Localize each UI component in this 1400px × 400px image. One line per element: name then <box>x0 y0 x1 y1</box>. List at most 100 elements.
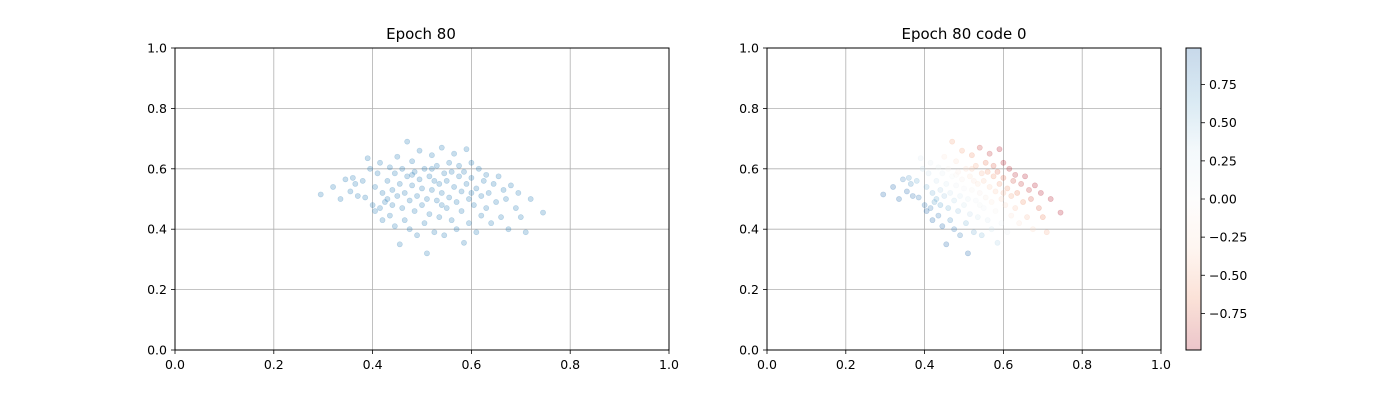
data-point <box>957 193 963 199</box>
data-point <box>978 170 985 177</box>
colorbar-tick-label: −0.50 <box>1209 268 1247 283</box>
data-point <box>896 196 902 202</box>
data-point <box>945 165 952 172</box>
y-tick-label: 0.6 <box>739 161 759 176</box>
data-point <box>968 152 975 159</box>
x-axis-ticks-right: 0.0 0.2 0.4 0.6 0.8 1.0 <box>757 350 1171 372</box>
data-point <box>933 196 940 202</box>
data-point <box>426 211 433 217</box>
colorbar-tick-label: 0.00 <box>1209 192 1237 207</box>
data-point <box>433 162 440 169</box>
scatter-plot-left: Epoch 80 0.0 0.2 0.4 0.6 0.8 1.0 0.0 0.2 0.4 0.6… <box>147 25 679 372</box>
data-point <box>463 146 470 153</box>
data-point <box>976 144 983 151</box>
data-point <box>965 196 971 202</box>
data-point <box>379 217 386 224</box>
data-point <box>1000 174 1007 181</box>
data-point <box>990 173 997 180</box>
data-point <box>1006 165 1013 172</box>
x-tick-label: 1.0 <box>1151 357 1171 372</box>
data-point <box>475 165 482 172</box>
x-tick-label: 0.8 <box>1072 357 1092 372</box>
data-point <box>470 202 477 208</box>
data-point <box>480 177 487 184</box>
data-point <box>466 220 472 227</box>
data-point <box>508 182 514 189</box>
data-point <box>1012 171 1019 178</box>
data-point <box>968 187 975 193</box>
data-point <box>456 162 462 169</box>
data-point <box>925 170 932 177</box>
data-point <box>466 196 472 202</box>
data-point <box>458 208 465 214</box>
data-point <box>1014 190 1021 196</box>
y-tick-label: 0.4 <box>739 222 759 237</box>
data-point <box>967 173 973 180</box>
data-point <box>431 177 438 184</box>
data-point <box>438 190 445 196</box>
data-point <box>527 196 534 202</box>
y-tick-label: 0.6 <box>147 161 167 176</box>
data-point <box>935 212 942 219</box>
x-tick-label: 0.0 <box>757 357 777 372</box>
data-point <box>992 188 999 195</box>
data-point <box>1004 229 1011 236</box>
data-point <box>947 217 954 224</box>
data-point <box>988 226 995 233</box>
data-point <box>1000 190 1007 196</box>
data-point <box>988 199 995 205</box>
x-tick-label: 0.4 <box>363 357 383 372</box>
data-point <box>411 168 418 175</box>
data-point <box>939 170 946 177</box>
colorbar: 0.75 0.50 0.25 0.00 −0.25 −0.50 −0.75 <box>1185 47 1247 351</box>
data-point <box>473 229 480 236</box>
data-point <box>359 177 366 184</box>
data-point <box>941 153 948 160</box>
data-point <box>1024 214 1030 221</box>
data-point <box>441 232 448 239</box>
x-axis-ticks-left: 0.0 0.2 0.4 0.6 0.8 1.0 <box>165 350 679 372</box>
data-point <box>367 165 374 172</box>
data-point <box>1004 185 1011 192</box>
y-tick-label: 0.8 <box>147 101 167 116</box>
data-point <box>903 188 910 195</box>
data-point <box>419 185 425 192</box>
data-point <box>984 217 991 224</box>
y-axis-ticks-left: 0.0 0.2 0.4 0.6 0.8 1.0 <box>147 41 175 358</box>
data-point <box>411 208 418 214</box>
data-point <box>955 208 961 214</box>
data-point <box>970 177 977 184</box>
data-point <box>463 180 470 187</box>
data-point <box>941 193 948 199</box>
data-point <box>980 205 987 211</box>
data-point <box>424 196 430 202</box>
data-point <box>949 173 956 180</box>
data-point <box>421 165 428 172</box>
data-point <box>974 180 981 187</box>
data-point <box>377 159 383 166</box>
data-point <box>1039 214 1046 221</box>
data-point <box>416 147 423 154</box>
data-point <box>443 177 450 184</box>
data-point <box>907 180 914 187</box>
data-point <box>965 250 971 257</box>
data-point <box>998 220 1005 227</box>
data-point <box>949 138 956 145</box>
data-point <box>512 205 519 211</box>
data-point <box>980 177 987 184</box>
data-point <box>401 190 408 196</box>
data-point <box>955 168 961 175</box>
data-point <box>483 171 490 178</box>
colorbar-gradient <box>1186 48 1201 350</box>
data-point <box>448 168 455 175</box>
data-point <box>905 174 912 181</box>
data-point <box>453 226 460 233</box>
data-point <box>414 193 420 199</box>
y-tick-label: 0.8 <box>739 101 759 116</box>
data-point <box>364 155 371 162</box>
data-point <box>1057 209 1064 216</box>
data-point <box>503 196 509 202</box>
data-point <box>461 239 467 246</box>
data-point <box>1000 159 1007 166</box>
data-point <box>468 174 475 181</box>
